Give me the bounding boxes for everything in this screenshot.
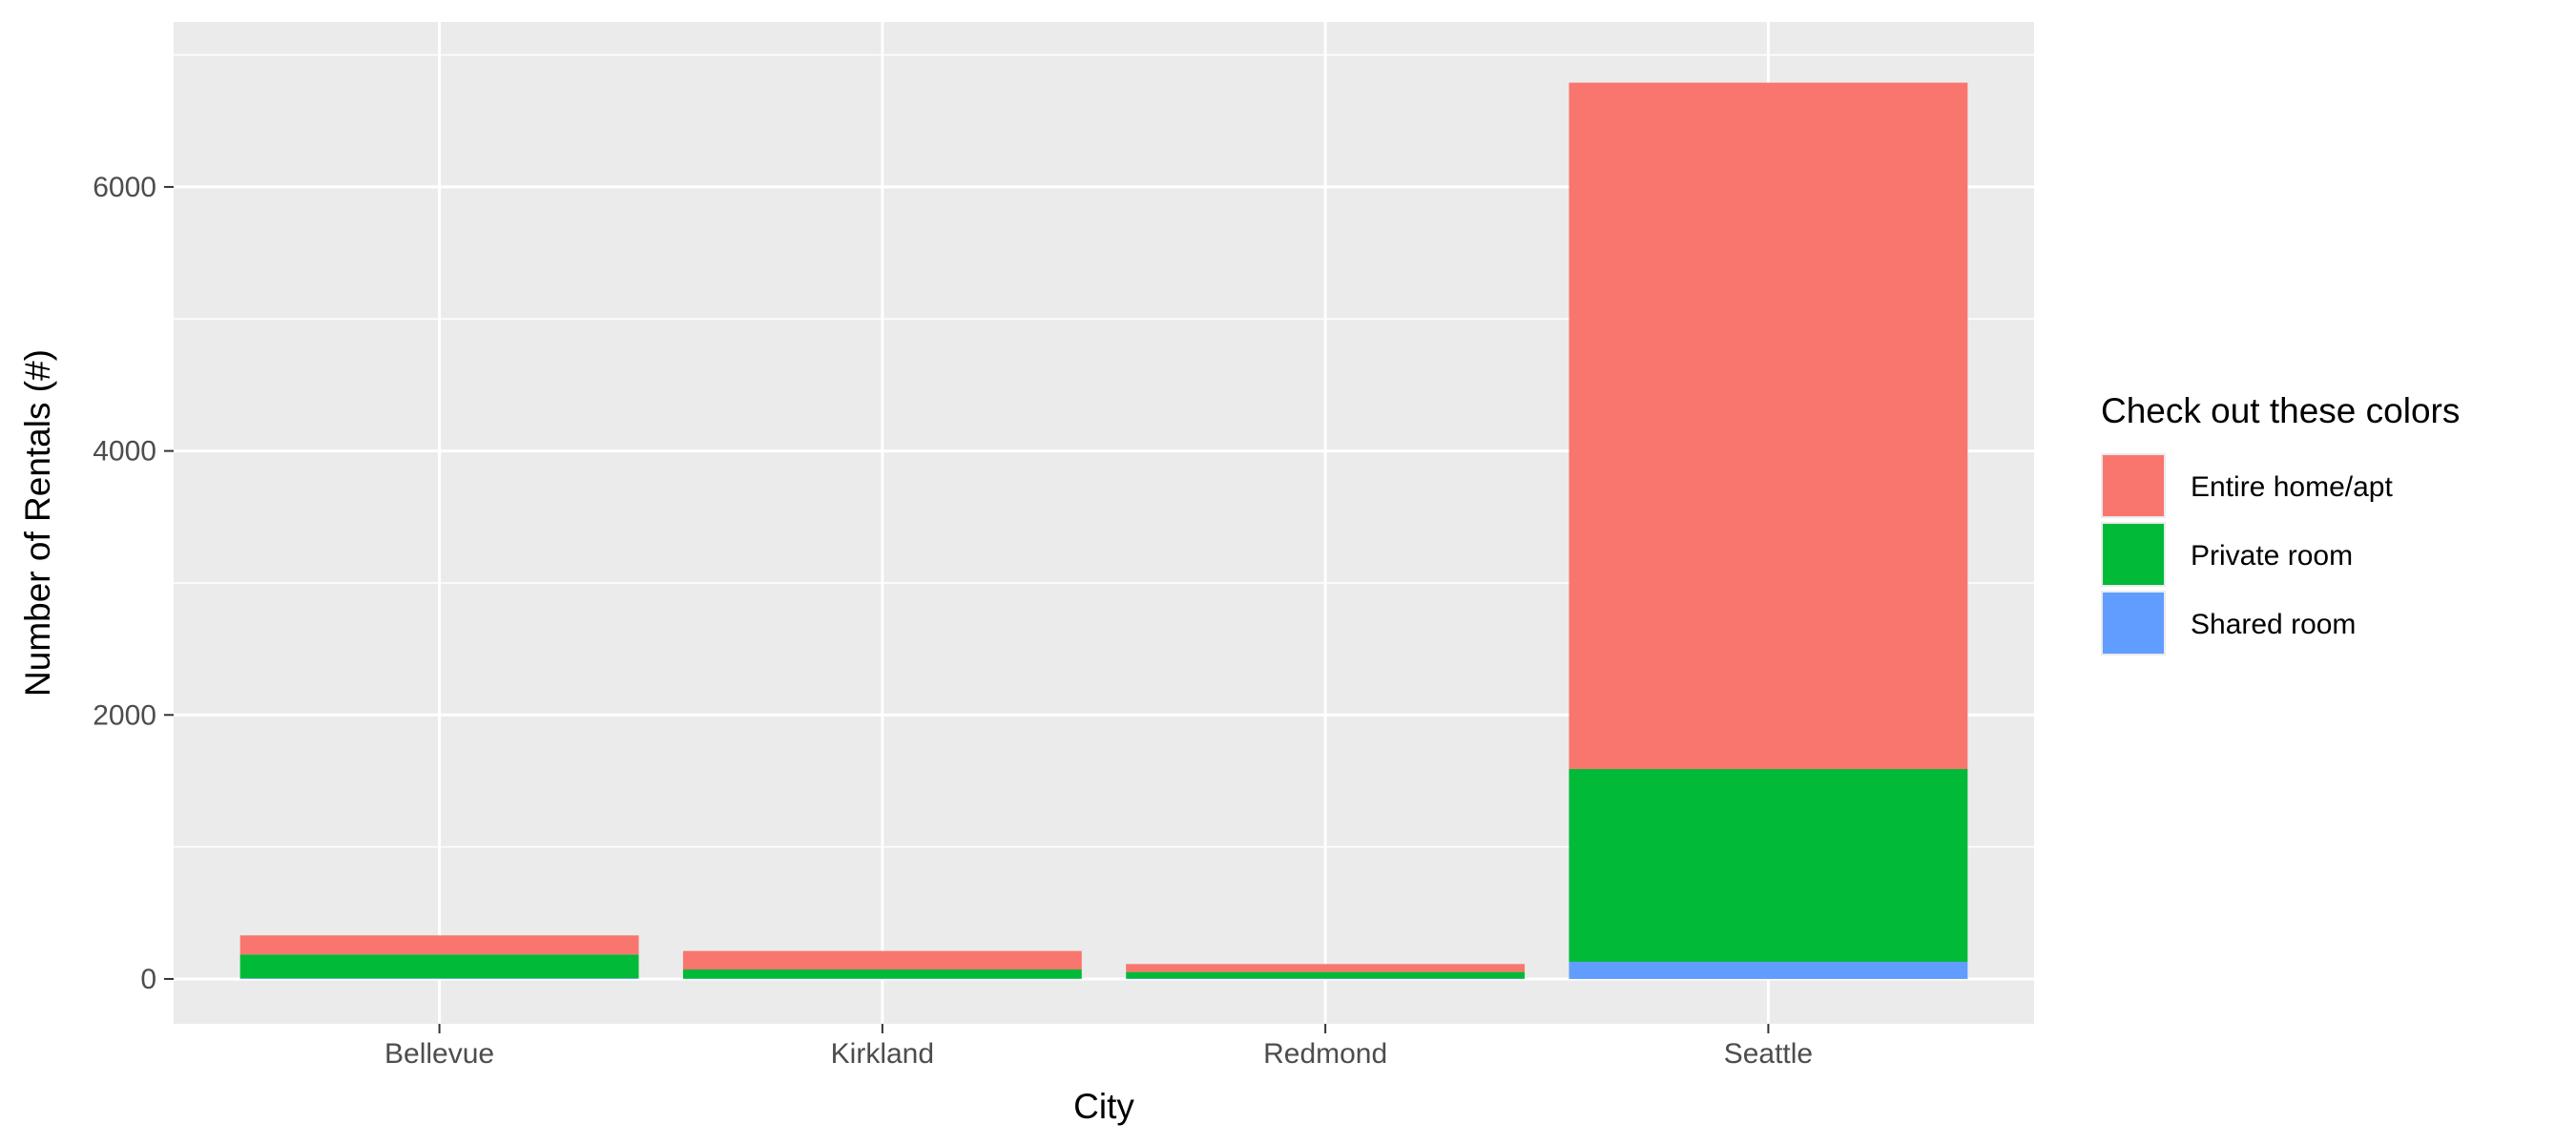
legend-swatch	[2103, 455, 2164, 516]
bar-redmond-entire-home-apt	[1126, 964, 1526, 972]
legend-title: Check out these colors	[2101, 391, 2460, 430]
bar-kirkland-entire-home-apt	[682, 950, 1082, 970]
bar-seattle-private-room	[1568, 769, 1968, 962]
x-tick-label: Bellevue	[384, 1038, 494, 1070]
legend-swatch	[2103, 593, 2164, 654]
bar-seattle-entire-home-apt	[1568, 82, 1968, 770]
bars	[239, 82, 1968, 979]
legend-label: Entire home/apt	[2191, 471, 2393, 503]
bar-bellevue-entire-home-apt	[239, 935, 639, 955]
legend-label: Shared room	[2191, 609, 2356, 640]
y-tick-label: 4000	[93, 436, 156, 468]
x-axis-title: City	[1073, 1087, 1134, 1126]
x-tick-label: Seattle	[1724, 1038, 1813, 1070]
bar-bellevue-private-room	[239, 954, 639, 979]
x-axis: Bellevue Kirkland Redmond Seattle	[384, 1024, 1813, 1070]
bar-kirkland-private-room	[682, 969, 1082, 979]
y-axis-title: Number of Rentals (#)	[18, 349, 57, 697]
x-tick-label: Redmond	[1263, 1038, 1387, 1070]
y-axis: 0 2000 4000 6000	[93, 172, 174, 995]
y-tick-label: 2000	[93, 699, 156, 731]
legend: Check out these colors Entire home/apt Pr…	[2101, 391, 2460, 656]
legend-swatch	[2103, 524, 2164, 585]
legend-item-shared-room: Shared room	[2101, 591, 2356, 656]
bar-redmond-private-room	[1126, 971, 1526, 979]
y-tick-label: 6000	[93, 172, 156, 203]
legend-item-private-room: Private room	[2101, 522, 2353, 587]
x-tick-label: Kirkland	[831, 1038, 934, 1070]
y-tick-label: 0	[140, 964, 156, 995]
bar-seattle-shared-room	[1568, 961, 1968, 979]
legend-label: Private room	[2191, 540, 2353, 572]
legend-item-entire-home-apt: Entire home/apt	[2101, 453, 2393, 518]
bar-bellevue-shared-room	[239, 978, 639, 979]
